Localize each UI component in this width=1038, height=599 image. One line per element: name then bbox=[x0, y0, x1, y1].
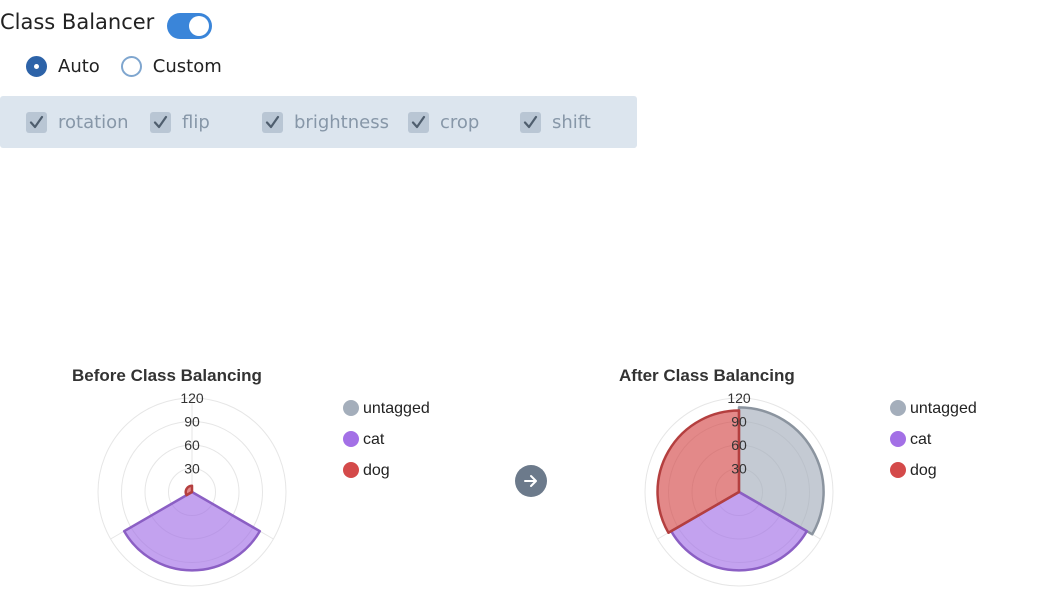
chart-before-legend: untagged cat dog bbox=[343, 399, 430, 492]
legend-item-untagged[interactable]: untagged bbox=[890, 399, 977, 430]
toggle-knob bbox=[189, 16, 209, 36]
checkbox-brightness[interactable] bbox=[262, 111, 283, 133]
augmentation-label: crop bbox=[440, 111, 480, 133]
checkmark-icon bbox=[265, 115, 280, 128]
header: Class Balancer bbox=[0, 5, 154, 39]
legend-swatch-untagged bbox=[343, 400, 359, 416]
legend-item-cat[interactable]: cat bbox=[890, 430, 977, 461]
legend-swatch-dog bbox=[343, 462, 359, 478]
checkbox-crop[interactable] bbox=[408, 111, 429, 133]
chart-after-title: After Class Balancing bbox=[619, 366, 795, 385]
tick-label: 120 bbox=[727, 392, 751, 406]
augmentation-shift[interactable]: shift bbox=[520, 110, 591, 134]
legend-item-dog[interactable]: dog bbox=[343, 461, 430, 492]
tick-label: 90 bbox=[184, 414, 200, 430]
augmentation-rotation[interactable]: rotation bbox=[26, 110, 129, 134]
sector-cat[interactable] bbox=[669, 490, 809, 572]
radio-custom-indicator[interactable] bbox=[120, 55, 142, 77]
radio-custom[interactable]: Custom bbox=[120, 55, 222, 77]
sector-cat[interactable] bbox=[122, 490, 262, 572]
sector-dog[interactable] bbox=[184, 484, 194, 497]
checkmark-icon bbox=[411, 115, 426, 128]
legend-label: cat bbox=[910, 431, 932, 448]
radio-custom-label: Custom bbox=[152, 55, 222, 77]
legend-label: cat bbox=[363, 431, 385, 448]
legend-swatch-dog bbox=[890, 462, 906, 478]
tick-label: 90 bbox=[731, 414, 747, 430]
legend-swatch-untagged bbox=[890, 400, 906, 416]
chart-before-title: Before Class Balancing bbox=[72, 366, 262, 385]
legend-swatch-cat bbox=[343, 431, 359, 447]
augmentation-label: shift bbox=[552, 111, 591, 133]
page-title: Class Balancer bbox=[0, 10, 155, 34]
arrow-right-button[interactable] bbox=[515, 465, 547, 497]
chart-before: 30 60 90 120 bbox=[97, 392, 287, 587]
radio-auto[interactable]: Auto bbox=[26, 55, 100, 77]
checkmark-icon bbox=[523, 115, 538, 128]
legend-label: untagged bbox=[363, 400, 430, 417]
augmentation-brightness[interactable]: brightness bbox=[262, 110, 389, 134]
chart-after: 30 60 90 120 bbox=[644, 392, 834, 587]
checkmark-icon bbox=[29, 115, 44, 128]
legend-label: untagged bbox=[910, 400, 977, 417]
tick-label: 60 bbox=[184, 437, 200, 453]
legend-swatch-cat bbox=[890, 431, 906, 447]
class-balancer-toggle[interactable] bbox=[167, 13, 212, 39]
legend-label: dog bbox=[910, 462, 937, 479]
sector-dog[interactable] bbox=[656, 409, 741, 534]
arrow-right-icon bbox=[524, 475, 537, 487]
legend-item-dog[interactable]: dog bbox=[890, 461, 977, 492]
tick-label: 30 bbox=[184, 461, 200, 477]
mode-radio-group: Auto Custom bbox=[26, 52, 243, 80]
chart-after-legend: untagged cat dog bbox=[890, 399, 977, 492]
sector-untagged[interactable] bbox=[737, 406, 825, 536]
tick-label: 120 bbox=[180, 392, 204, 406]
augmentation-label: brightness bbox=[294, 111, 389, 133]
checkbox-rotation[interactable] bbox=[26, 111, 47, 133]
augmentation-panel: rotation flip brightness crop shift bbox=[0, 96, 637, 148]
legend-item-cat[interactable]: cat bbox=[343, 430, 430, 461]
augmentation-crop[interactable]: crop bbox=[408, 110, 479, 134]
tick-label: 60 bbox=[731, 437, 747, 453]
legend-item-untagged[interactable]: untagged bbox=[343, 399, 430, 430]
checkmark-icon bbox=[153, 115, 168, 128]
legend-label: dog bbox=[363, 462, 390, 479]
radio-auto-label: Auto bbox=[58, 55, 100, 77]
tick-label: 30 bbox=[731, 461, 747, 477]
checkbox-flip[interactable] bbox=[150, 111, 171, 133]
augmentation-label: rotation bbox=[58, 111, 129, 133]
radio-auto-indicator[interactable] bbox=[26, 55, 47, 77]
augmentation-flip[interactable]: flip bbox=[150, 110, 210, 134]
checkbox-shift[interactable] bbox=[520, 111, 541, 133]
augmentation-label: flip bbox=[182, 111, 210, 133]
